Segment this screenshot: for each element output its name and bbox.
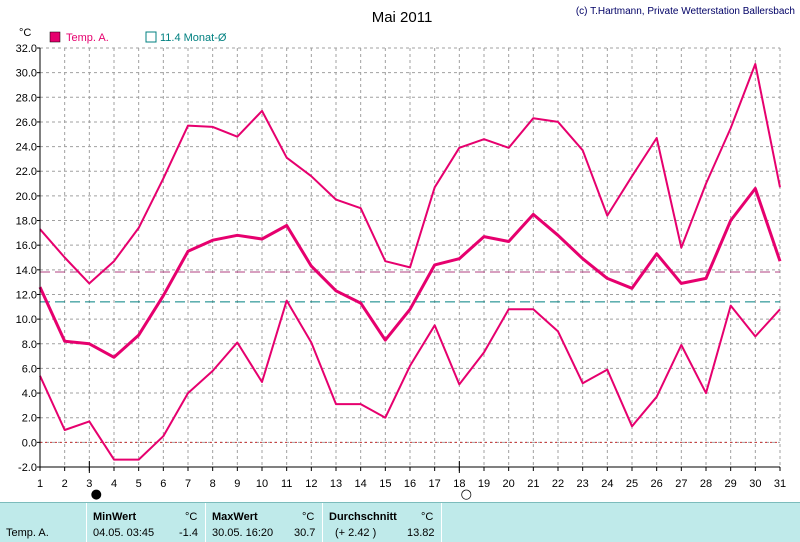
y-tick-label: 24.0 bbox=[16, 142, 37, 154]
x-tick-label: 1 bbox=[37, 478, 43, 490]
x-tick-label: 7 bbox=[185, 478, 191, 490]
moon-phase-markers: ● ○ bbox=[88, 461, 472, 502]
max-value-cell: MaxWert °C 30.05. 16:20 30.7 bbox=[206, 503, 323, 542]
temperature-chart: Mai 2011 (c) T.Hartmann, Private Wetters… bbox=[0, 0, 800, 502]
min-header: MinWert bbox=[93, 511, 137, 523]
legend-label-temp: Temp. A. bbox=[66, 32, 109, 44]
x-tick-label: 24 bbox=[601, 478, 613, 490]
legend-swatch-monthly-avg bbox=[145, 31, 157, 43]
reference-lines bbox=[40, 271, 780, 443]
max-value: 30.7 bbox=[294, 527, 316, 539]
average-value-cell: Durchschnitt °C (+ 2.42 ) 13.82 bbox=[323, 503, 442, 542]
y-tick-label: 22.0 bbox=[16, 166, 37, 178]
y-tick-label: 4.0 bbox=[22, 388, 37, 400]
chart-credit: (c) T.Hartmann, Private Wetterstation Ba… bbox=[576, 6, 795, 17]
min-unit: °C bbox=[185, 511, 198, 523]
statistics-panel: Temp. A. MinWert °C 04.05. 03:45 -1.4 Ma… bbox=[0, 502, 800, 542]
chart-title: Mai 2011 bbox=[372, 9, 433, 26]
y-tick-label: 16.0 bbox=[16, 240, 37, 252]
y-tick-label: -2.0 bbox=[18, 462, 37, 474]
grid bbox=[40, 47, 781, 468]
legend-swatch-temp bbox=[49, 31, 61, 43]
y-tick-label: 0.0 bbox=[22, 437, 37, 449]
full-moon-marker: ○ bbox=[461, 487, 472, 502]
x-tick-label: 21 bbox=[527, 478, 539, 490]
x-tick-label: 31 bbox=[774, 478, 786, 490]
x-tick-label: 16 bbox=[404, 478, 416, 490]
x-tick-label: 28 bbox=[700, 478, 712, 490]
series-group bbox=[38, 63, 782, 461]
x-tick-label: 22 bbox=[552, 478, 564, 490]
series-line bbox=[39, 299, 781, 461]
x-tick-label: 14 bbox=[355, 478, 367, 490]
average-deviation: (+ 2.42 ) bbox=[335, 527, 377, 539]
x-tick-label: 23 bbox=[577, 478, 589, 490]
y-tick-label: 14.0 bbox=[16, 265, 37, 277]
average-header: Durchschnitt bbox=[329, 511, 397, 523]
y-tick-label: 10.0 bbox=[16, 314, 37, 326]
y-tick-label: 8.0 bbox=[22, 339, 37, 351]
average-value: 13.82 bbox=[407, 527, 435, 539]
y-axis-unit: °C bbox=[19, 27, 31, 39]
x-tick-label: 19 bbox=[478, 478, 490, 490]
y-tick-label: 30.0 bbox=[16, 68, 37, 80]
y-tick-label: 20.0 bbox=[16, 191, 37, 203]
x-tick-labels: 1 2 3 4 5 6 7 8 9 10 11 12 13 14 15 16 17 18 19 20 21 22 23 24 2… bbox=[37, 478, 786, 490]
x-tick-label: 25 bbox=[626, 478, 638, 490]
x-tick-label: 17 bbox=[429, 478, 441, 490]
x-tick-label: 11 bbox=[281, 478, 292, 490]
min-value-cell: MinWert °C 04.05. 03:45 -1.4 bbox=[87, 503, 206, 542]
x-tick-label: 26 bbox=[651, 478, 663, 490]
series-line bbox=[39, 63, 781, 285]
x-tick-label: 13 bbox=[330, 478, 342, 490]
legend: Temp. A. 11.4 Monat-Ø bbox=[49, 31, 227, 44]
max-unit: °C bbox=[302, 511, 315, 523]
x-tick-label: 20 bbox=[503, 478, 515, 490]
axes bbox=[37, 47, 781, 471]
new-moon-marker: ● bbox=[91, 487, 102, 502]
x-tick-label: 18 bbox=[453, 478, 465, 490]
y-tick-label: 6.0 bbox=[22, 363, 37, 375]
y-tick-labels: -2.0 0.0 2.0 4.0 6.0 8.0 10.0 12.0 14.0 16.0 18.0 2… bbox=[16, 43, 37, 474]
x-tick-label: 30 bbox=[749, 478, 761, 490]
x-tick-label: 9 bbox=[234, 478, 240, 490]
average-unit: °C bbox=[421, 511, 434, 523]
y-tick-label: 28.0 bbox=[16, 92, 37, 104]
min-datetime: 04.05. 03:45 bbox=[93, 527, 155, 539]
y-tick-label: 2.0 bbox=[22, 413, 37, 425]
series-line bbox=[38, 187, 782, 359]
stats-row-label-cell: Temp. A. bbox=[0, 503, 87, 542]
x-tick-label: 5 bbox=[136, 478, 142, 490]
x-tick-label: 8 bbox=[210, 478, 216, 490]
x-tick-label: 15 bbox=[379, 478, 391, 490]
stats-row-label: Temp. A. bbox=[6, 527, 49, 539]
min-value: -1.4 bbox=[179, 527, 198, 539]
x-tick-label: 4 bbox=[111, 478, 117, 490]
y-tick-label: 32.0 bbox=[16, 43, 37, 55]
y-tick-label: 18.0 bbox=[16, 216, 37, 228]
x-tick-label: 10 bbox=[256, 478, 268, 490]
x-tick-label: 6 bbox=[160, 478, 166, 490]
chart-background bbox=[0, 0, 800, 502]
y-tick-label: 12.0 bbox=[16, 289, 37, 301]
legend-label-monthly-avg: 11.4 Monat-Ø bbox=[160, 32, 227, 44]
x-tick-label: 27 bbox=[675, 478, 687, 490]
x-tick-label: 12 bbox=[305, 478, 317, 490]
max-header: MaxWert bbox=[212, 511, 258, 523]
max-datetime: 30.05. 16:20 bbox=[212, 527, 274, 539]
x-tick-label: 29 bbox=[725, 478, 737, 490]
x-tick-label: 3 bbox=[86, 478, 92, 490]
y-tick-label: 26.0 bbox=[16, 117, 37, 129]
x-tick-label: 2 bbox=[62, 478, 68, 490]
